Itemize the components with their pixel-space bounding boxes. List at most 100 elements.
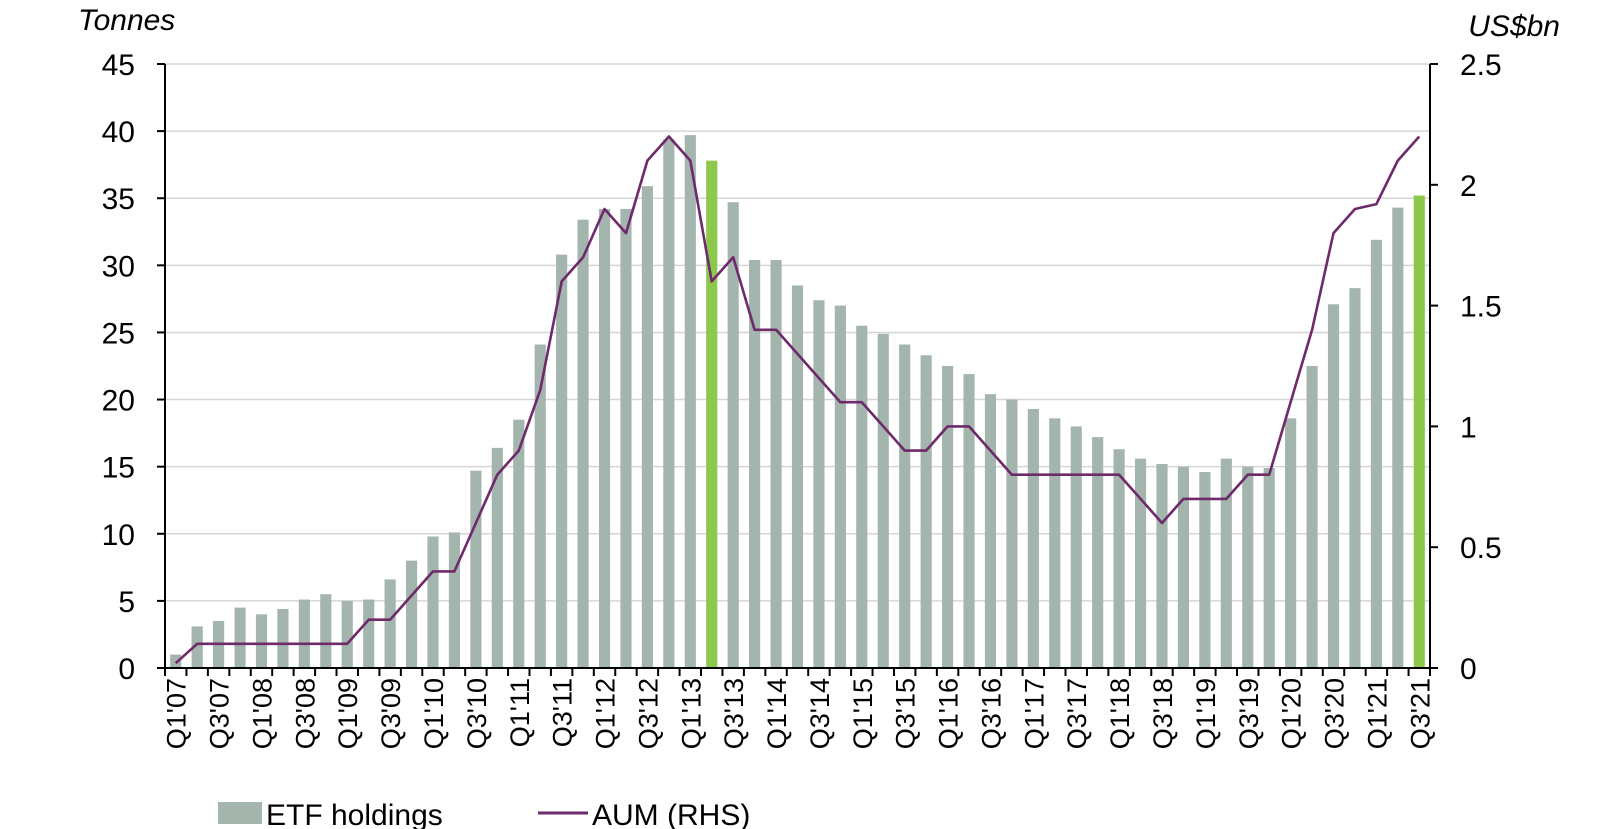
bar [1327, 304, 1340, 668]
bar [1006, 399, 1018, 668]
left-axis-tick-label: 35 [102, 183, 135, 216]
left-axis-tick-label: 30 [102, 250, 135, 283]
bar [405, 560, 418, 668]
bar [170, 654, 182, 668]
left-axis-tick-label: 45 [102, 49, 135, 82]
bar [1413, 195, 1425, 668]
bar [727, 202, 739, 668]
x-axis-tick-label: Q3'18 [1148, 678, 1178, 749]
legend: ETF holdings AUM (RHS) [218, 799, 750, 829]
bar [1049, 418, 1061, 668]
x-axis-tick-label: Q3'09 [376, 678, 406, 749]
bar [1349, 288, 1361, 668]
x-axis-tick-label: Q3'08 [290, 678, 320, 749]
bar [834, 305, 846, 668]
bar [706, 160, 718, 668]
bar [663, 139, 675, 669]
x-axis-tick-label: Q1'17 [1019, 678, 1049, 749]
bar [1070, 426, 1082, 668]
bar [384, 579, 396, 668]
bar [641, 186, 653, 669]
bar [470, 470, 482, 668]
left-axis-tick-label: 40 [102, 116, 135, 149]
x-axis-tick-labels: Q1'07 Q3'07 Q1'08 Q3'08 Q1'09 Q3'09 Q1'10 Q3'10… [162, 678, 1436, 749]
bar [191, 626, 203, 668]
bar [427, 536, 439, 668]
right-axis-tick-label: 2 [1460, 170, 1477, 203]
right-axis-tick-label: 0 [1460, 653, 1477, 686]
bar [534, 344, 546, 668]
x-axis-tick-label: Q3'16 [976, 678, 1006, 749]
right-axis-tick-label: 2.5 [1460, 49, 1502, 82]
x-axis-tick-label: Q3'21 [1405, 678, 1435, 749]
bar [577, 219, 589, 668]
bar [1392, 207, 1404, 668]
bar [963, 374, 975, 668]
x-axis-tick-label: Q3'07 [205, 678, 235, 749]
bar [899, 344, 911, 668]
x-axis-tick-label: Q1'07 [162, 678, 192, 749]
right-axis-tick-label: 1 [1460, 411, 1477, 444]
x-axis-tick-label: Q3'13 [719, 678, 749, 749]
x-axis-tick-label: Q1'21 [1362, 678, 1392, 749]
x-axis-tick-label: Q1'14 [762, 678, 792, 749]
x-axis-tick-label: Q1'15 [848, 678, 878, 749]
legend-label-aum: AUM (RHS) [592, 799, 750, 829]
right-axis-tick-label: 1.5 [1460, 291, 1502, 324]
left-axis-unit: Tonnes [78, 4, 175, 37]
bar [234, 607, 246, 668]
left-axis-tick-label: 15 [102, 452, 135, 485]
x-axis-tick-label: Q1'08 [247, 678, 277, 749]
x-axis-tick-label: Q1'13 [676, 678, 706, 749]
bar [749, 259, 761, 668]
x-axis-tick-label: Q1'16 [934, 678, 964, 749]
legend-swatch-etf-holdings [218, 802, 262, 824]
right-axis-tick-labels: 0 0.5 1 1.5 2 2.5 [1460, 49, 1502, 686]
left-axis-tick-labels: 0 5 10 15 20 25 30 35 40 45 [102, 49, 135, 686]
bar [1263, 468, 1275, 668]
bar [684, 135, 696, 669]
bar [556, 254, 568, 668]
bar [513, 419, 525, 668]
x-axis-tick-label: Q3'10 [462, 678, 492, 749]
line-series-aum [174, 135, 1421, 665]
bar [491, 447, 503, 668]
left-axis-tick-label: 20 [102, 385, 135, 418]
bar [255, 614, 268, 668]
x-axis-tick-label: Q1'09 [333, 678, 363, 749]
bar [1177, 466, 1190, 668]
bar [341, 600, 353, 668]
bar [1199, 472, 1211, 668]
bar [791, 285, 804, 668]
aum-line [174, 135, 1421, 665]
legend-label-etf-holdings: ETF holdings [266, 799, 443, 829]
x-axis-tick-label: Q1'18 [1105, 678, 1135, 749]
x-axis-tick-label: Q3'15 [891, 678, 921, 749]
bar [598, 208, 611, 668]
bar [770, 259, 782, 668]
x-axis-tick-label: Q1'11 [505, 678, 535, 747]
bar [448, 532, 461, 668]
bar [320, 594, 332, 668]
x-axis-tick-label: Q3'12 [633, 678, 663, 749]
bar [920, 355, 932, 668]
bar [298, 599, 310, 668]
bar [1113, 449, 1125, 668]
bar [813, 300, 825, 668]
left-axis-tick-label: 5 [118, 586, 135, 619]
bar [1027, 408, 1039, 668]
axes [157, 63, 1438, 676]
left-axis-tick-label: 0 [118, 653, 135, 686]
bar [620, 208, 632, 668]
x-axis-tick-label: Q3'17 [1062, 678, 1092, 749]
bar [1220, 458, 1232, 668]
bar [856, 325, 868, 668]
x-axis-tick-label: Q3'19 [1234, 678, 1264, 749]
right-axis-unit: US$bn [1468, 10, 1560, 43]
bar [1242, 466, 1254, 668]
x-axis-tick-label: Q1'19 [1191, 678, 1221, 749]
x-axis-tick-label: Q3'14 [805, 678, 835, 749]
bar [1156, 463, 1168, 668]
bar-series-etf-holdings [170, 135, 1425, 669]
